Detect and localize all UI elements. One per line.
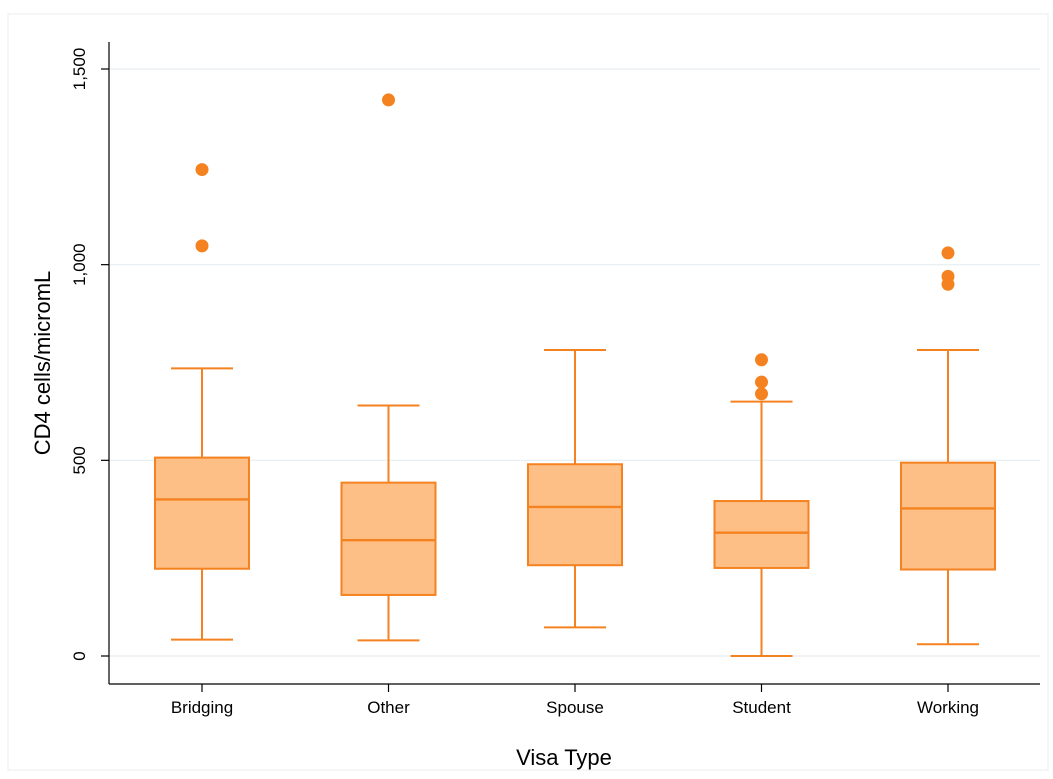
iqr-box xyxy=(340,481,437,596)
y-axis-title: CD4 cells/micromL xyxy=(30,271,55,456)
outlier-point xyxy=(941,246,955,260)
x-tick-label: Other xyxy=(367,698,410,717)
y-tick-label: 500 xyxy=(70,446,89,474)
x-axis-title: Visa Type xyxy=(516,745,612,770)
iqr-box xyxy=(713,500,810,569)
box-group-spouse xyxy=(527,348,623,629)
y-tick-label: 1,500 xyxy=(70,48,89,91)
iqr-box xyxy=(900,461,996,571)
box-group-other xyxy=(340,93,437,642)
box-group-student xyxy=(713,353,810,657)
x-tick-label: Student xyxy=(732,698,791,717)
outlier-point xyxy=(382,93,395,107)
outlier-point xyxy=(755,387,768,401)
x-tick-label: Working xyxy=(917,698,979,717)
outlier-point xyxy=(195,163,209,177)
x-tick-label: Spouse xyxy=(546,698,604,717)
boxes xyxy=(154,93,996,657)
outlier-point xyxy=(195,239,209,253)
outlier-point xyxy=(941,269,955,283)
iqr-box xyxy=(154,456,250,570)
outlier-point xyxy=(755,375,768,389)
box-group-working xyxy=(900,246,996,646)
chart-frame xyxy=(7,13,1049,771)
y-tick-label: 0 xyxy=(70,651,89,660)
x-tick-label: Bridging xyxy=(171,698,233,717)
iqr-box xyxy=(527,463,623,567)
outlier-point xyxy=(755,353,768,367)
box-group-bridging xyxy=(154,163,250,641)
tick-labels: 0 500 1,000 1,500 Bridging Other Spouse Student… xyxy=(70,48,979,717)
y-tick-label: 1,000 xyxy=(70,243,89,286)
